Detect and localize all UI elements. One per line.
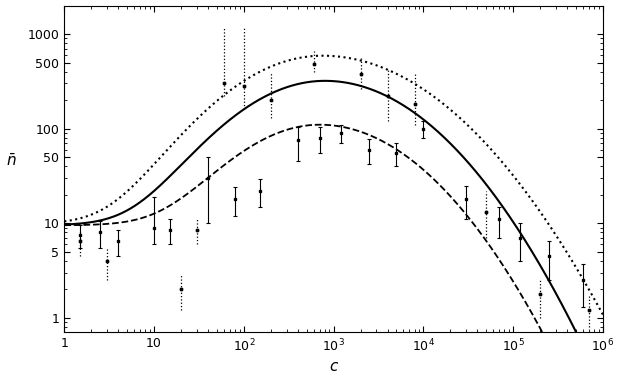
X-axis label: c: c — [329, 359, 338, 374]
Y-axis label: $\bar{n}$: $\bar{n}$ — [6, 153, 16, 169]
